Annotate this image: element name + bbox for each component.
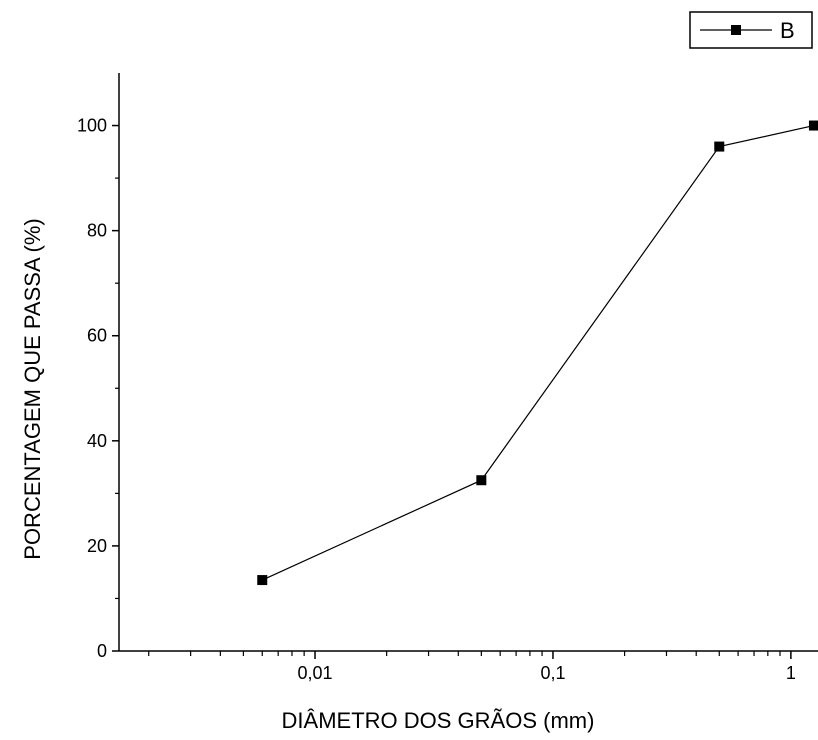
legend: B	[689, 11, 813, 49]
y-axis-title: PORCENTAGEM QUE PASSA (%)	[20, 218, 45, 559]
x-tick-label: 1	[786, 663, 796, 683]
x-tick-label: 0,1	[540, 663, 565, 683]
y-tick-label: 0	[97, 641, 107, 661]
y-tick-label: 60	[87, 326, 107, 346]
legend-label: B	[780, 18, 795, 43]
x-axis-title: DIÂMETRO DOS GRÃOS (mm)	[282, 708, 595, 733]
legend-marker	[731, 25, 741, 35]
series-line	[261, 124, 815, 581]
data-point	[714, 141, 725, 152]
y-tick-label: 40	[87, 431, 107, 451]
ticks: 0 20 40 60 80 100 0,01 0,1 1	[77, 116, 796, 683]
data-point	[257, 575, 268, 586]
y-tick-label: 100	[77, 116, 107, 136]
y-tick-label: 80	[87, 221, 107, 241]
x-tick-label: 0,01	[298, 663, 333, 683]
data-point	[476, 475, 487, 486]
axes	[118, 73, 818, 652]
y-tick-label: 20	[87, 536, 107, 556]
data-point	[808, 120, 818, 131]
series-layer	[257, 120, 818, 586]
